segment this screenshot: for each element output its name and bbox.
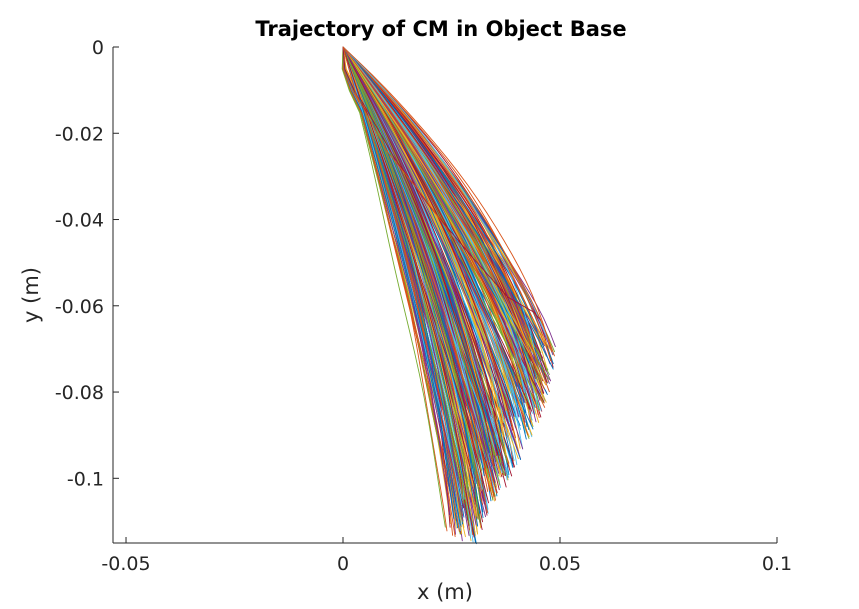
trajectory-line [342,46,459,529]
x-tick-label: -0.05 [101,553,150,575]
trajectory-line [342,46,495,493]
trajectory-line [342,46,481,514]
trajectory-line [342,46,545,348]
y-tick-label: 0 [92,37,104,59]
outlier-trajectory-line [342,46,500,315]
trajectory-line [342,46,498,456]
trajectory-line [342,46,545,389]
y-axis-ticks: 0 -0.02 -0.04 -0.06 -0.08 -0.1 [55,37,119,490]
x-tick-label: 0 [337,553,349,575]
plot-area [341,46,556,545]
y-axis-label: y (m) [19,267,43,323]
trajectory-line [342,46,524,450]
trajectory-line [342,46,533,352]
trajectory-line [342,46,536,415]
trajectory-line [341,46,446,528]
trajectory-line [342,46,507,411]
trajectory-line [342,46,495,467]
trajectory-line [342,46,553,353]
trajectory-line [342,46,535,348]
trajectory-lines [341,46,556,545]
x-tick-label: 0.05 [539,553,581,575]
chart-title: Trajectory of CM in Object Base [255,17,626,41]
trajectory-line [342,46,455,519]
trajectory-line [342,46,536,379]
y-tick-label: -0.04 [55,210,104,232]
trajectory-line [342,46,552,362]
outlier-trajectory-line [342,46,541,321]
x-axis-ticks: -0.05 0 0.05 0.1 [101,537,792,575]
outlier-trajectories [342,46,541,321]
trajectory-line [342,46,508,463]
trajectory-line [342,46,475,538]
axes: -0.05 0 0.05 0.1 0 -0.02 -0.04 -0.06 -0.08 -0.1 [55,37,792,575]
trajectory-line [342,46,555,357]
trajectory-line [342,46,545,390]
y-tick-label: -0.06 [55,296,104,318]
trajectory-line [342,46,484,468]
trajectory-line [342,46,524,450]
y-tick-label: -0.08 [55,382,104,404]
trajectory-line [342,46,456,538]
x-tick-label: 0.1 [762,553,792,575]
trajectory-line [342,46,536,414]
trajectory-line [342,46,534,349]
y-tick-label: -0.02 [55,123,104,145]
trajectory-line [342,46,534,398]
y-tick-label: -0.1 [67,468,104,490]
trajectory-line [342,46,495,456]
trajectory-line [342,46,550,393]
x-axis-label: x (m) [417,580,473,604]
